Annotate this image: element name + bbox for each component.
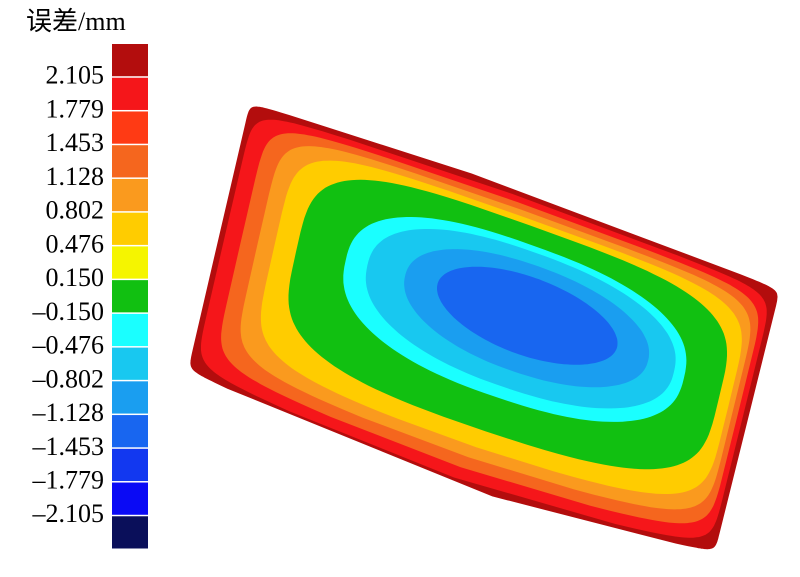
legend-label: 0.476 [46,229,105,258]
color-swatch [112,516,148,549]
legend-label: 0.150 [46,263,105,292]
color-swatch [112,145,148,178]
legend-label: –1.128 [32,398,105,427]
color-swatch [112,482,148,515]
legend-label: –0.476 [32,331,105,360]
color-swatch [112,280,148,313]
color-swatch [112,212,148,245]
legend-label: 1.779 [46,94,105,123]
legend-label: –2.105 [32,499,105,528]
color-legend: 误差/mm 2.105 1.779 1.453 1.128 0.802 0.476 0.15… [26,7,148,549]
legend-label: –0.802 [32,364,105,393]
color-swatch [112,111,148,144]
legend-label: 2.105 [46,61,105,90]
color-swatch [112,77,148,110]
color-swatch [112,381,148,414]
legend-label: 0.802 [46,196,105,225]
error-surface [190,106,778,550]
legend-label: –1.453 [32,432,105,461]
color-swatch [112,313,148,347]
legend-title: 误差/mm [26,7,126,36]
color-swatch [112,246,148,279]
error-region [437,266,618,365]
color-swatch [112,448,148,482]
legend-label: –1.779 [32,466,105,495]
color-swatch [112,415,148,448]
color-swatch [112,44,148,77]
legend-label: 1.453 [46,128,105,157]
legend-label: –0.150 [32,297,105,326]
color-swatch [112,347,148,380]
legend-label: 1.128 [46,162,105,191]
color-swatch [112,178,148,212]
